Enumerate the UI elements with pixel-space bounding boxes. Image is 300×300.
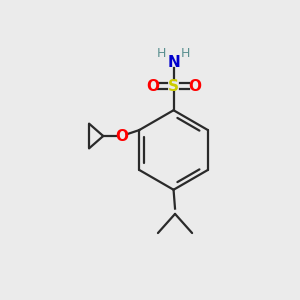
Text: O: O — [188, 79, 201, 94]
Text: O: O — [146, 79, 159, 94]
Text: H: H — [157, 47, 167, 60]
Text: N: N — [167, 55, 180, 70]
Text: H: H — [181, 47, 190, 60]
Text: S: S — [168, 79, 179, 94]
Text: O: O — [115, 128, 128, 143]
